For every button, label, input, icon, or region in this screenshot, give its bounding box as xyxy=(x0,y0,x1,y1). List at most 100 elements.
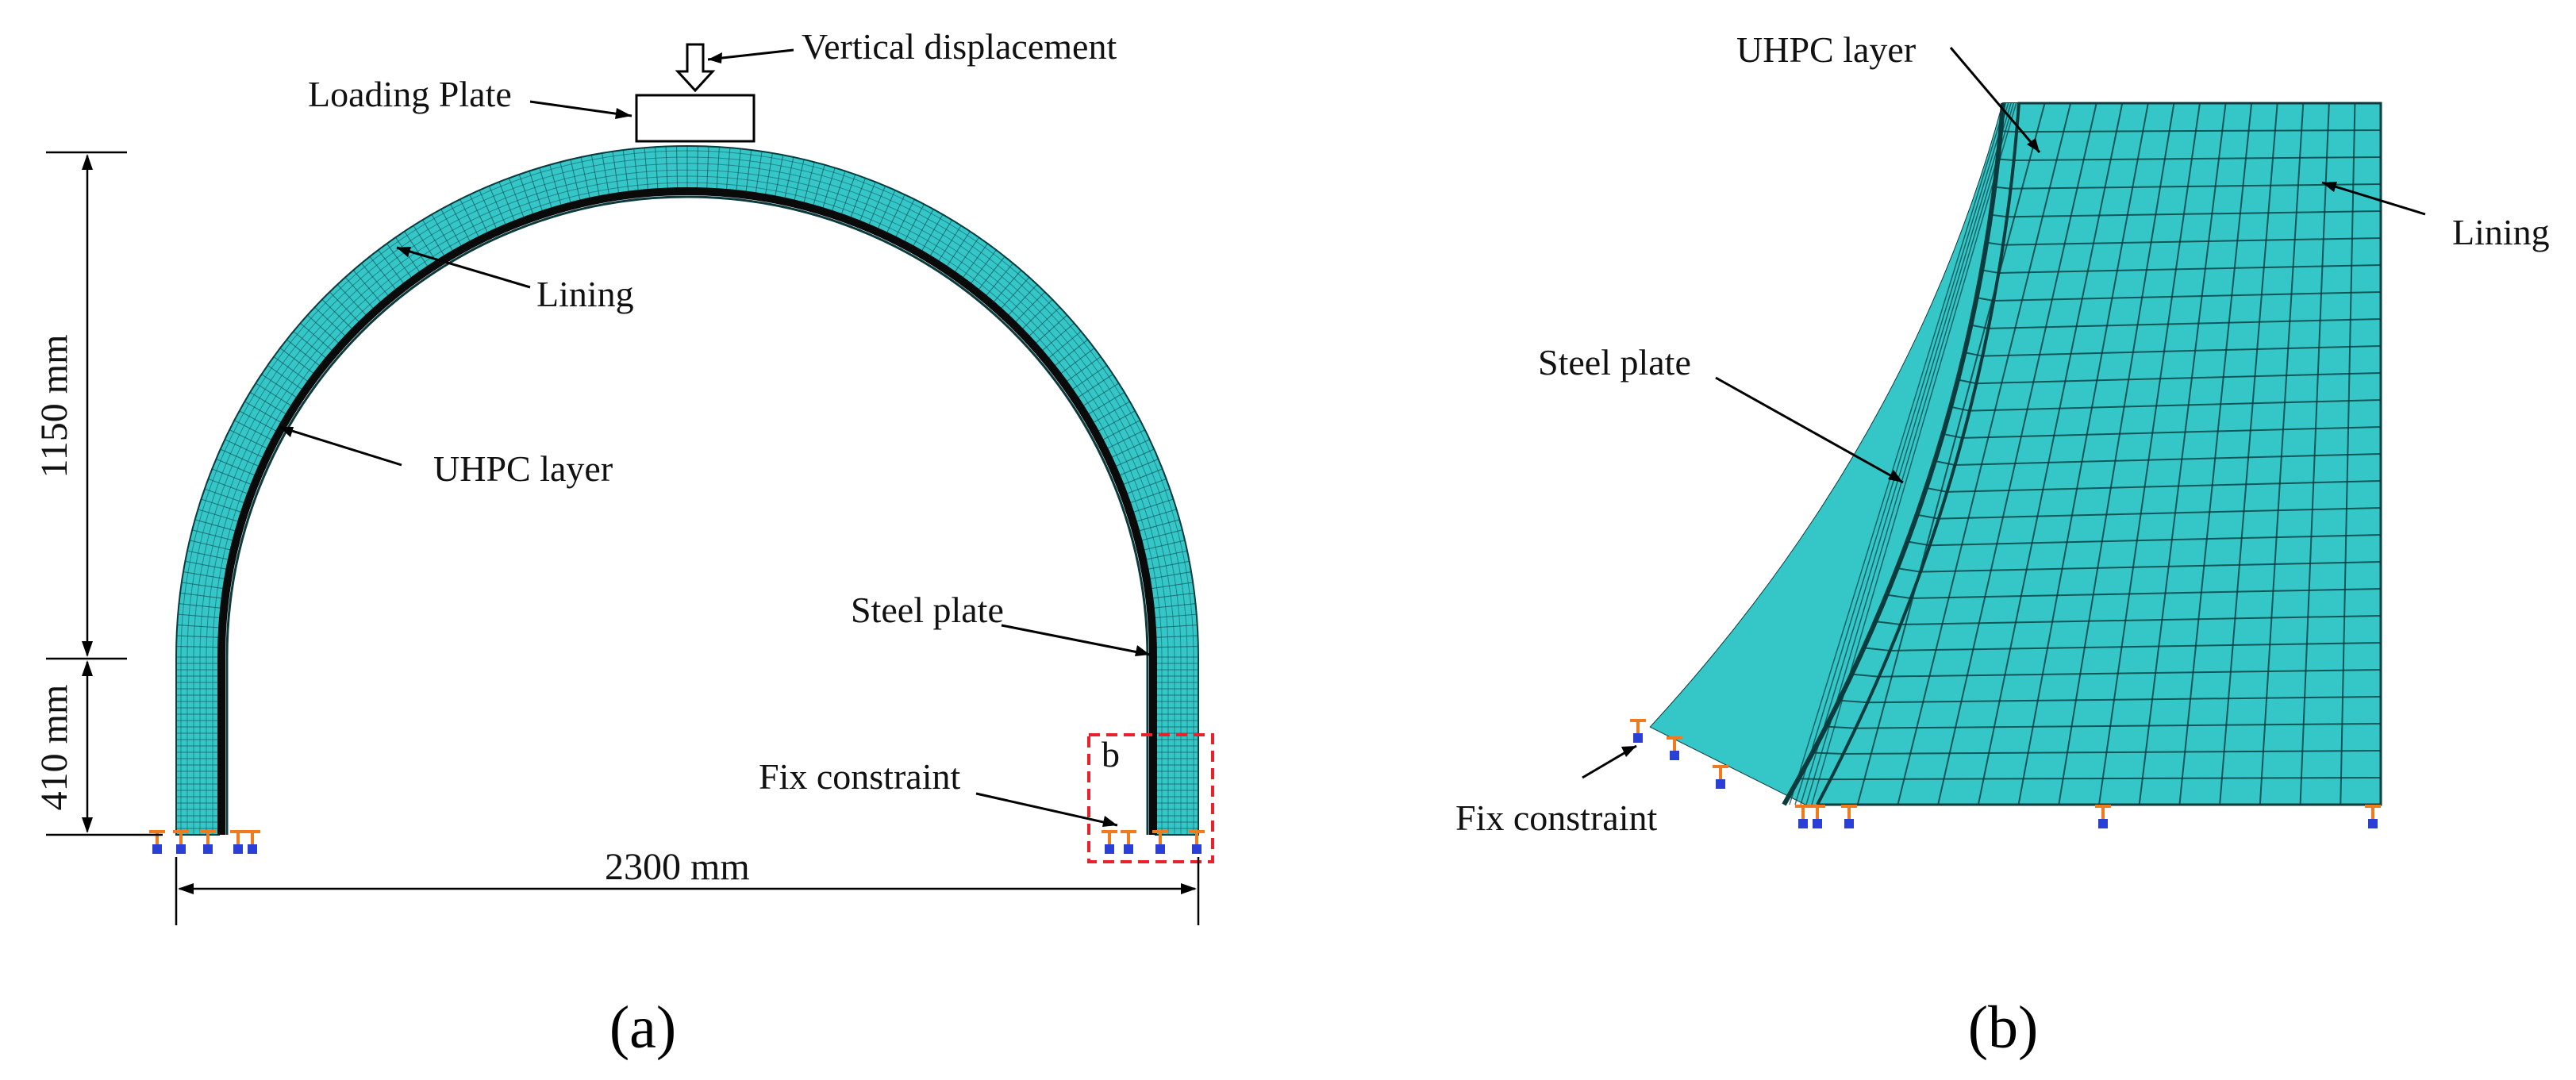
mesh-line xyxy=(962,243,988,279)
support-icon xyxy=(1189,830,1205,854)
arrowhead xyxy=(397,247,411,257)
mesh-ring xyxy=(180,150,1194,835)
leader-uhpc-layer-b xyxy=(1949,47,2041,153)
mesh-line xyxy=(440,209,463,248)
support-icon xyxy=(1809,805,1825,828)
mesh-line xyxy=(775,155,784,198)
mesh-line xyxy=(1059,348,1095,375)
mesh-line xyxy=(725,148,731,191)
mesh-line xyxy=(696,146,699,190)
mesh-line xyxy=(1851,673,1879,678)
mesh-line xyxy=(498,182,516,222)
mesh-line xyxy=(1154,625,1198,628)
mesh-line xyxy=(2017,102,2149,805)
mesh-line xyxy=(1886,594,1911,599)
support-icon xyxy=(1841,805,1857,828)
mesh-line xyxy=(1140,529,1182,541)
mesh-line xyxy=(921,214,944,252)
mesh-line xyxy=(180,592,223,599)
support-icon xyxy=(173,830,189,854)
arrowhead xyxy=(178,883,194,894)
mesh-line xyxy=(985,263,1013,297)
uhpc-detail-fill xyxy=(1651,103,2019,805)
label-steel-plate-b: Steel plate xyxy=(1538,342,1691,382)
mesh-line xyxy=(286,339,321,367)
mesh-line xyxy=(877,190,896,230)
arrowhead xyxy=(1888,470,1903,482)
mesh-line xyxy=(249,391,287,415)
arrowhead xyxy=(615,108,632,119)
mesh-line xyxy=(859,182,876,222)
mesh-line xyxy=(1144,550,1188,560)
displacement-arrow-icon xyxy=(675,43,716,93)
mesh-line xyxy=(706,146,709,190)
mesh-line xyxy=(1129,488,1171,504)
mesh-line xyxy=(1990,213,2008,218)
mesh-line xyxy=(622,150,629,193)
label-steel-plate: Steel plate xyxy=(851,590,1004,630)
mesh-line xyxy=(2219,102,2278,805)
mesh-line xyxy=(1048,331,1082,359)
mesh-line xyxy=(352,270,382,303)
mesh-line xyxy=(529,171,544,213)
mesh-line xyxy=(1867,696,2382,704)
mesh-line xyxy=(2178,102,2253,805)
mesh-line xyxy=(404,231,429,267)
support-symbols-detail xyxy=(1630,719,2381,828)
lining-mesh-lines xyxy=(176,146,1198,836)
mesh-line xyxy=(361,263,390,297)
mesh-line xyxy=(2007,210,2382,218)
mesh-line xyxy=(488,186,506,226)
caption-a: (a) xyxy=(609,994,676,1061)
mesh-line xyxy=(1148,571,1192,580)
mesh-line xyxy=(539,167,552,209)
mesh-line xyxy=(1950,405,1970,412)
mesh-line xyxy=(970,249,997,285)
mesh-ring xyxy=(186,156,1188,835)
mesh-line xyxy=(1982,269,1999,274)
mesh-line xyxy=(267,365,303,390)
mesh-line xyxy=(1118,458,1159,476)
mesh-ring xyxy=(212,182,1163,835)
mesh-line xyxy=(421,219,445,257)
support-icon xyxy=(1630,719,1646,743)
mesh-line xyxy=(2010,183,2382,190)
mesh-line xyxy=(803,162,815,204)
mesh-line xyxy=(192,529,234,541)
mesh-line xyxy=(279,348,315,375)
mesh-line xyxy=(590,155,600,198)
mesh-line xyxy=(1097,410,1136,432)
mesh-line xyxy=(2017,129,2382,133)
panel-b: UHPC layer Lining Steel plate Fix constr… xyxy=(1455,29,2550,1061)
mesh-line xyxy=(255,382,293,407)
mesh-line xyxy=(1014,291,1045,323)
mesh-line xyxy=(293,331,327,359)
caption-b: (b) xyxy=(1968,994,2039,1061)
leader-steel-plate-b xyxy=(1715,376,1904,484)
mesh-line xyxy=(179,603,222,609)
mesh-line xyxy=(1155,645,1198,648)
arrowhead xyxy=(1135,645,1150,656)
mesh-line xyxy=(736,148,741,192)
mesh-line xyxy=(413,225,437,263)
mesh-line xyxy=(1087,391,1125,415)
support-icon xyxy=(2095,805,2111,828)
arrowhead xyxy=(279,427,294,437)
mesh-line xyxy=(612,151,620,194)
panel-a: Vertical displacement Loading Plate Lini… xyxy=(33,26,1214,1061)
mesh-line xyxy=(208,479,249,494)
mesh-line xyxy=(1830,777,2382,781)
lining-detail-mesh xyxy=(1789,102,2382,805)
mesh-line xyxy=(431,214,454,252)
mesh-line xyxy=(1143,540,1186,551)
mesh-line xyxy=(2058,102,2175,805)
mesh-line xyxy=(1976,372,2382,385)
leader-lining-b xyxy=(2321,181,2426,216)
mesh-line xyxy=(1021,299,1053,330)
mesh-line xyxy=(745,150,752,193)
mesh-line xyxy=(1028,306,1060,337)
leader-fix-constraint xyxy=(975,792,1118,827)
mesh-line xyxy=(204,488,245,504)
mesh-line xyxy=(1986,241,2004,246)
mesh-line xyxy=(903,204,925,243)
